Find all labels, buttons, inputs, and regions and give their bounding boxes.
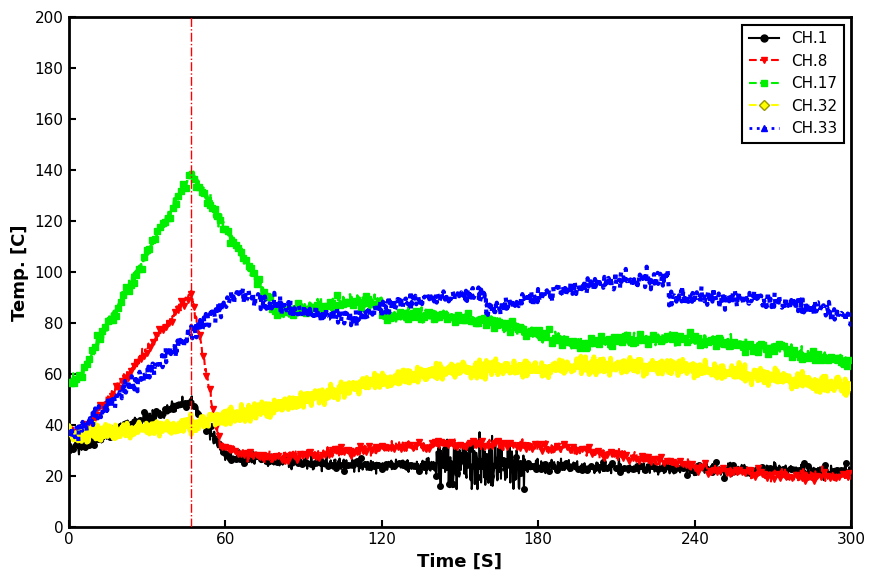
CH.32	[63, 430, 74, 437]
CH.17	[396, 312, 407, 319]
Line: CH.1: CH.1	[66, 393, 854, 492]
CH.17	[63, 378, 74, 385]
CH.32	[82, 439, 92, 446]
CH.33	[73, 438, 83, 445]
CH.8	[846, 476, 857, 483]
CH.1	[63, 442, 74, 449]
CH.32	[156, 420, 167, 427]
CH.33	[156, 353, 167, 360]
Line: CH.32: CH.32	[68, 356, 852, 442]
CH.1	[412, 467, 423, 474]
CH.32	[396, 370, 406, 377]
CH.32	[426, 371, 437, 378]
Legend: CH.1, CH.8, CH.17, CH.32, CH.33: CH.1, CH.8, CH.17, CH.32, CH.33	[743, 25, 844, 143]
CH.8	[426, 438, 437, 445]
CH.1	[510, 476, 520, 483]
CH.17	[413, 314, 424, 321]
CH.33	[63, 431, 74, 438]
CH.33	[125, 388, 135, 395]
CH.1	[846, 468, 857, 475]
CH.8	[412, 440, 423, 447]
CH.17	[156, 221, 167, 228]
CH.33	[396, 297, 406, 304]
CH.8	[396, 444, 406, 451]
Line: CH.8: CH.8	[66, 287, 854, 484]
CH.17	[427, 310, 438, 317]
CH.33	[846, 314, 857, 321]
CH.8	[510, 441, 520, 448]
CH.32	[575, 353, 586, 360]
CH.8	[63, 427, 74, 434]
CH.1	[426, 459, 437, 466]
CH.32	[510, 368, 520, 375]
CH.33	[412, 296, 423, 303]
CH.33	[426, 293, 437, 300]
CH.17	[188, 168, 198, 175]
CH.1	[187, 393, 197, 400]
CH.1	[156, 411, 167, 418]
CH.1	[452, 486, 462, 493]
Line: CH.33: CH.33	[68, 267, 852, 441]
CH.1	[124, 419, 134, 426]
CH.17	[125, 280, 135, 287]
CH.17	[510, 323, 520, 330]
Line: CH.17: CH.17	[65, 168, 855, 389]
CH.32	[846, 382, 857, 389]
X-axis label: Time [S]: Time [S]	[417, 553, 503, 571]
CH.17	[846, 364, 857, 371]
CH.32	[125, 430, 135, 437]
CH.33	[510, 301, 520, 308]
Y-axis label: Temp. [C]: Temp. [C]	[11, 224, 29, 321]
CH.8	[124, 367, 134, 374]
CH.8	[766, 478, 776, 485]
CH.32	[412, 364, 423, 371]
CH.8	[186, 286, 196, 293]
CH.8	[156, 327, 167, 333]
CH.1	[396, 460, 406, 467]
CH.17	[69, 382, 80, 389]
CH.33	[641, 263, 652, 270]
